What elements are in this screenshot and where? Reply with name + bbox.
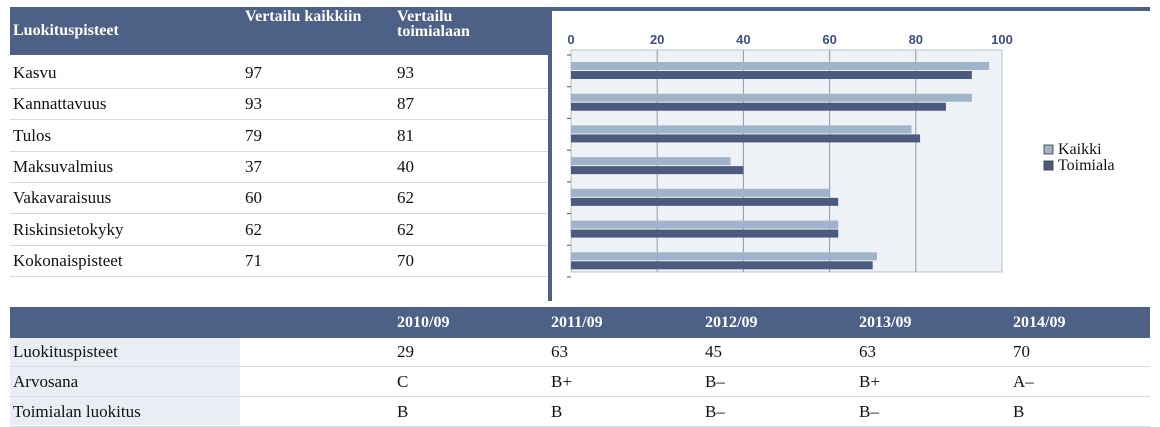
- header-cell: 2012/09: [705, 314, 758, 331]
- row-separator: [10, 244, 548, 246]
- legend-label: Toimiala: [1058, 157, 1115, 174]
- table-cell: 70: [1013, 342, 1030, 361]
- bar: [571, 220, 839, 229]
- table-cell: Vakavaraisuus: [13, 188, 112, 208]
- legend-swatch: [1043, 160, 1054, 171]
- x-tick-label: 100: [991, 32, 1013, 47]
- row-separator: [10, 150, 548, 152]
- header-cell: Vertailu toimialaan: [397, 8, 470, 40]
- table-cell: Arvosana: [13, 372, 79, 391]
- header-cell: 2014/09: [1013, 314, 1066, 331]
- table-cell: B–: [859, 402, 879, 421]
- table-cell: 29: [397, 342, 414, 361]
- table-cell: Luokituspisteet: [13, 342, 118, 361]
- header-cell: Vertailu kaikkiin: [245, 8, 362, 25]
- bar: [571, 125, 912, 134]
- table-cell: Maksuvalmius: [13, 156, 114, 176]
- bar: [571, 166, 744, 175]
- bar: [571, 102, 946, 111]
- row-separator: [10, 275, 548, 277]
- table-cell: Tulos: [13, 125, 52, 145]
- table-cell: 62: [245, 219, 262, 239]
- bar: [571, 157, 731, 166]
- header-cell: Luokituspisteet: [13, 22, 119, 39]
- bar: [571, 71, 972, 79]
- header-cell: 2013/09: [859, 314, 912, 331]
- table-cell: B: [397, 402, 409, 421]
- table-cell: B+: [859, 372, 880, 391]
- table-cell: B: [551, 402, 563, 421]
- row-separator: [10, 88, 548, 89]
- table-cell: 93: [397, 63, 414, 82]
- legend-swatch: [1043, 144, 1054, 155]
- row-separator: [10, 181, 548, 183]
- table-cell: 93: [245, 94, 262, 114]
- table-cell: 97: [245, 63, 262, 82]
- table-cell: 40: [397, 156, 414, 176]
- table-cell: 60: [245, 188, 262, 208]
- bar: [571, 188, 830, 197]
- table-cell: 79: [245, 125, 262, 145]
- x-tick-label: 0: [567, 32, 574, 47]
- row-separator: [10, 396, 1150, 397]
- table-cell: 71: [245, 250, 262, 270]
- bar: [571, 252, 878, 261]
- table-cell: B–: [705, 372, 725, 391]
- row-separator: [10, 213, 548, 215]
- bar: [571, 197, 839, 206]
- table-cell: 45: [705, 342, 722, 361]
- history-table-header: [10, 307, 1150, 338]
- table-cell: B–: [705, 402, 725, 421]
- table-cell: Riskinsietokyky: [13, 219, 124, 239]
- bar: [571, 62, 990, 70]
- x-tick-label: 60: [822, 32, 836, 47]
- header-cell: 2010/09: [397, 314, 450, 331]
- table-cell: 37: [245, 156, 262, 176]
- row-separator: [10, 366, 1150, 367]
- table-cell: 63: [859, 342, 876, 361]
- score-table-header: [10, 7, 548, 55]
- table-cell: Kannattavuus: [13, 94, 107, 114]
- bar: [571, 93, 972, 102]
- table-cell: 81: [397, 125, 414, 145]
- header-cell: 2011/09: [551, 314, 603, 331]
- table-cell: Kokonaispisteet: [13, 250, 123, 270]
- table-cell: A–: [1013, 372, 1034, 391]
- table-cell: 87: [397, 94, 414, 114]
- x-tick-label: 80: [909, 32, 923, 47]
- bar: [571, 261, 873, 270]
- table-cell: 62: [397, 188, 414, 208]
- history-label-column: [10, 338, 240, 425]
- table-cell: Kasvu: [13, 63, 57, 82]
- table-cell: 62: [397, 219, 414, 239]
- table-cell: C: [397, 372, 409, 391]
- chart-frame-left: [548, 7, 552, 301]
- table-cell: 63: [551, 342, 568, 361]
- table-cell: B: [1013, 402, 1025, 421]
- table-cell: 70: [397, 250, 414, 270]
- chart-frame-top: [548, 7, 1150, 11]
- table-cell: Toimialan luokitus: [13, 402, 141, 421]
- bar: [571, 229, 839, 238]
- row-separator: [10, 119, 548, 121]
- x-tick-label: 40: [736, 32, 750, 47]
- x-tick-label: 20: [650, 32, 664, 47]
- bar: [571, 134, 921, 143]
- legend-label: Kaikki: [1058, 141, 1102, 158]
- table-cell: B+: [551, 372, 572, 391]
